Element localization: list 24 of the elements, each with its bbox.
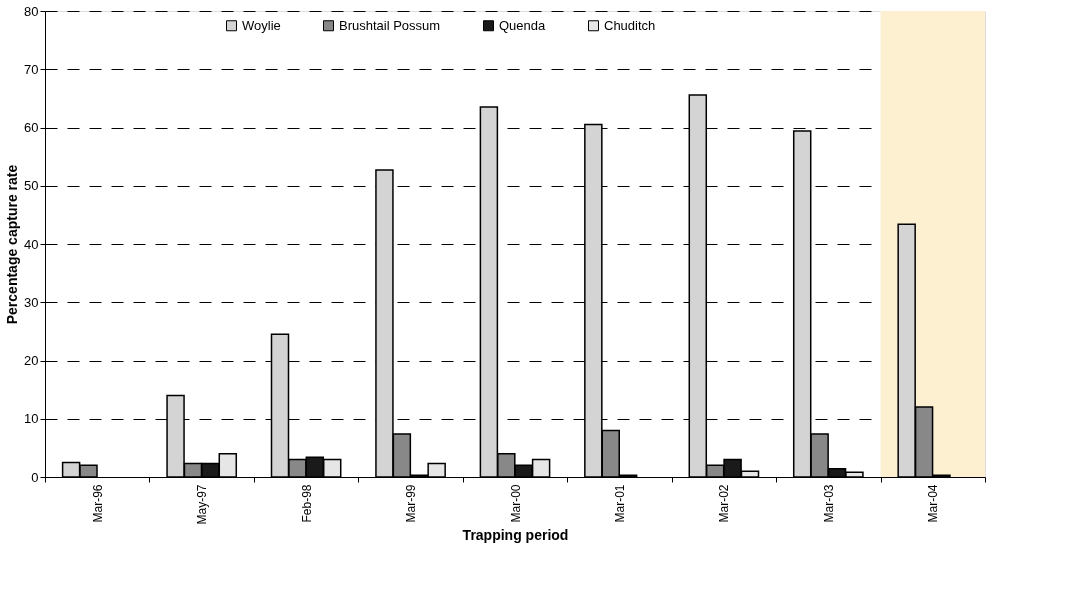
- legend-label: Chuditch: [604, 17, 656, 33]
- x-tick-label: Mar-99: [404, 484, 419, 523]
- legend-label: Brushtail Possum: [339, 17, 441, 33]
- x-tick-label: Feb-98: [299, 484, 314, 523]
- y-axis-title: Percentage capture rate: [4, 164, 21, 325]
- x-tick-label: Mar-03: [821, 484, 836, 523]
- y-tick-label: 60: [24, 120, 39, 135]
- x-tick-label: Mar-01: [612, 484, 627, 523]
- y-tick-label: 20: [24, 353, 39, 368]
- legend-label: Woylie: [242, 17, 281, 33]
- y-tick-label: 10: [24, 411, 39, 427]
- y-tick-label: 40: [24, 236, 39, 252]
- x-tick-label: Mar-00: [508, 484, 523, 523]
- y-tick-label: 80: [24, 3, 39, 19]
- x-tick-label: May-97: [195, 484, 210, 525]
- legend-label: Quenda: [499, 17, 547, 33]
- y-tick-label: 0: [31, 469, 39, 485]
- y-tick-label: 70: [24, 61, 39, 77]
- x-axis-title: Trapping period: [462, 526, 569, 543]
- x-tick-label: Mar-02: [717, 484, 732, 523]
- y-tick-label: 30: [24, 294, 39, 310]
- y-tick-label: 50: [24, 178, 39, 194]
- x-tick-label: Mar-04: [926, 484, 941, 523]
- x-tick-label: Mar-96: [90, 484, 105, 523]
